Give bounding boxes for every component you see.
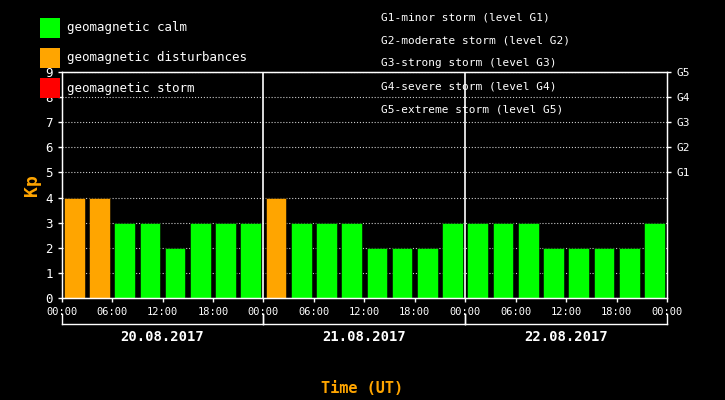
Bar bbox=[316, 223, 337, 298]
Bar bbox=[442, 223, 463, 298]
Bar bbox=[568, 248, 589, 298]
Text: Time (UT): Time (UT) bbox=[321, 381, 404, 396]
Text: geomagnetic disturbances: geomagnetic disturbances bbox=[67, 52, 247, 64]
Bar bbox=[543, 248, 564, 298]
Text: G3-strong storm (level G3): G3-strong storm (level G3) bbox=[381, 58, 556, 68]
Bar bbox=[215, 223, 236, 298]
Bar bbox=[392, 248, 413, 298]
Bar bbox=[518, 223, 539, 298]
Bar bbox=[241, 223, 261, 298]
Bar bbox=[190, 223, 211, 298]
Bar bbox=[89, 198, 109, 298]
Bar bbox=[341, 223, 362, 298]
Bar bbox=[493, 223, 513, 298]
Text: geomagnetic storm: geomagnetic storm bbox=[67, 82, 195, 94]
Bar bbox=[265, 198, 286, 298]
Y-axis label: Kp: Kp bbox=[23, 174, 41, 196]
Text: 22.08.2017: 22.08.2017 bbox=[524, 330, 608, 344]
Text: 20.08.2017: 20.08.2017 bbox=[120, 330, 204, 344]
Text: G1-minor storm (level G1): G1-minor storm (level G1) bbox=[381, 12, 550, 22]
Bar bbox=[468, 223, 488, 298]
Bar bbox=[64, 198, 85, 298]
Bar bbox=[417, 248, 438, 298]
Bar bbox=[619, 248, 639, 298]
Bar bbox=[367, 248, 387, 298]
Text: 21.08.2017: 21.08.2017 bbox=[323, 330, 406, 344]
Bar bbox=[165, 248, 186, 298]
Bar bbox=[594, 248, 614, 298]
Text: G2-moderate storm (level G2): G2-moderate storm (level G2) bbox=[381, 35, 570, 45]
Text: geomagnetic calm: geomagnetic calm bbox=[67, 22, 188, 34]
Text: G5-extreme storm (level G5): G5-extreme storm (level G5) bbox=[381, 105, 563, 115]
Bar bbox=[644, 223, 665, 298]
Bar bbox=[115, 223, 135, 298]
Bar bbox=[291, 223, 312, 298]
Bar bbox=[140, 223, 160, 298]
Text: G4-severe storm (level G4): G4-severe storm (level G4) bbox=[381, 82, 556, 92]
